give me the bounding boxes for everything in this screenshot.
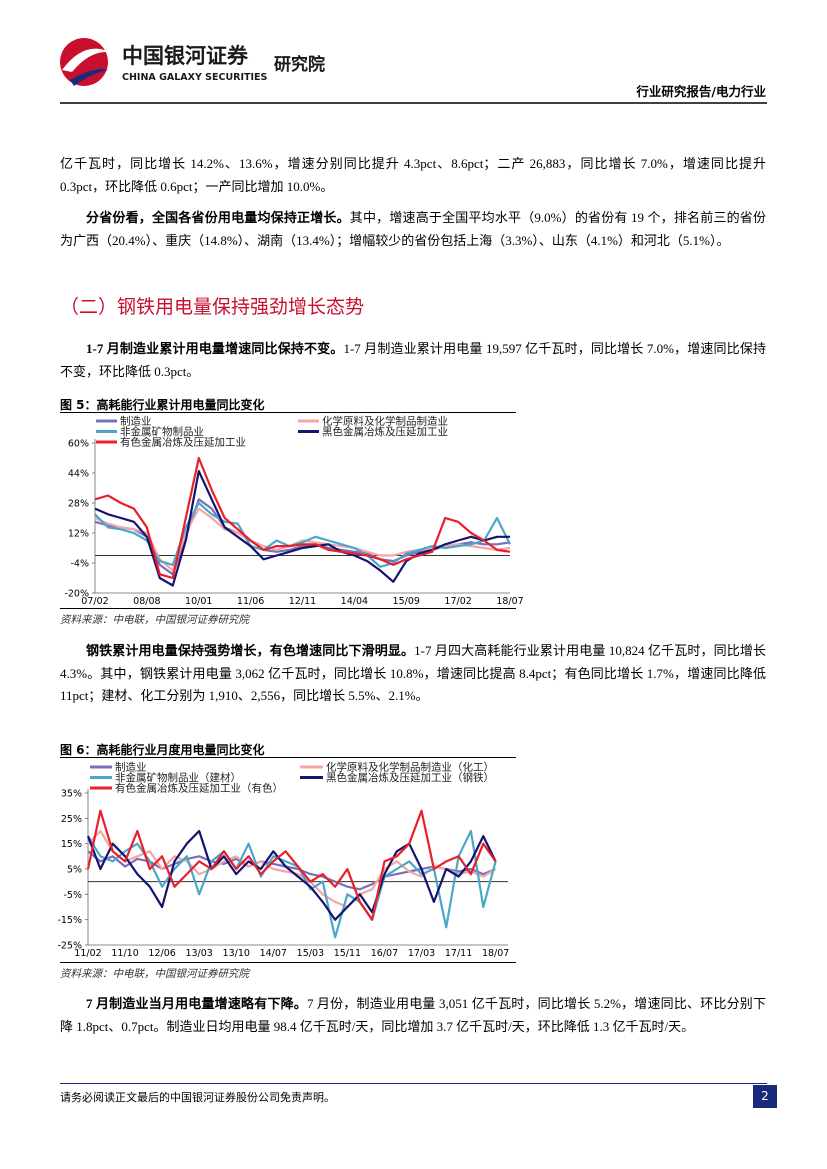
y-tick-label: 15%: [61, 839, 82, 850]
x-tick-label: 08/08: [133, 596, 160, 607]
x-tick-label: 17/02: [444, 596, 471, 607]
legend-label: 制造业: [120, 415, 152, 428]
paragraph: 1-7 月制造业累计用电量增速同比保持不变。1-7 月制造业累计用电量 19,5…: [60, 338, 766, 383]
header: 中国银河证券 CHINA GALAXY SECURITIES 研究院 行业研究报…: [60, 38, 767, 104]
x-tick-label: 17/11: [445, 948, 472, 959]
legend-label: 非金属矿物制品业（建材）: [115, 771, 241, 784]
y-tick-label: -5%: [64, 890, 83, 901]
page-number: 2: [753, 1085, 777, 1108]
figure-rule: [60, 412, 516, 413]
x-tick-label: 16/07: [371, 948, 398, 959]
legend-label: 制造业: [115, 761, 147, 774]
source: 资料来源：中电联，中国银河证券研究院: [60, 615, 249, 626]
section-heading: （二）钢铁用电量保持强劲增长态势: [60, 296, 365, 318]
text: 1-7 月制造业累计用电量 19,597 亿千瓦时，同比增长 7.0%，增速同比…: [60, 341, 766, 379]
y-tick-label: 28%: [68, 499, 89, 510]
legend-label: 化学原料及化学制品制造业: [322, 415, 448, 428]
series-line: [86, 809, 497, 921]
legend-label: 黑色金属冶炼及压延加工业（钢铁）: [326, 771, 494, 784]
series-line: [87, 850, 497, 891]
x-tick-label: 17/03: [408, 948, 435, 959]
lead: 钢铁累计用电量保持强势增长，有色增速同比下滑明显。: [86, 643, 415, 658]
x-tick-label: 18/07: [496, 596, 523, 607]
y-tick-label: 25%: [61, 814, 82, 825]
series-line: [94, 470, 510, 587]
text: 亿千瓦时，同比增长 14.2%、13.6%，增速分别同比提升 4.3pct、8.…: [60, 156, 766, 194]
brand-en: CHINA GALAXY SECURITIES: [122, 72, 268, 83]
x-tick-label: 13/10: [223, 948, 250, 959]
figure-rule: [60, 757, 516, 758]
paragraph: 分省份看，全国各省份用电量均保持正增长。其中，增速高于全国平均水平（9.0%）的…: [60, 207, 766, 252]
y-tick-label: -4%: [71, 559, 90, 570]
y-tick-label: -20%: [64, 589, 89, 600]
x-tick-label: 11/10: [111, 948, 138, 959]
series-line: [94, 501, 511, 568]
x-tick-label: 15/11: [334, 948, 361, 959]
x-tick-label: 14/07: [260, 948, 287, 959]
logo-swoosh: [70, 69, 108, 86]
legend-label: 非金属矿物制品业: [120, 425, 204, 438]
x-tick-label: 15/03: [297, 948, 324, 959]
legend-label: 化学原料及化学制品制造业（化工）: [326, 761, 494, 774]
logo-swoosh: [62, 48, 110, 72]
lead: 分省份看，全国各省份用电量均保持正增长。: [86, 210, 350, 225]
y-tick-label: -15%: [57, 915, 82, 926]
y-tick-label: 5%: [67, 865, 82, 876]
lead: 7 月制造业当月用电量增速略有下降。: [86, 996, 307, 1011]
footer-rule: [60, 1083, 767, 1084]
x-tick-label: 13/03: [185, 948, 212, 959]
x-tick-label: 18/07: [482, 948, 509, 959]
disclaimer: 请务必阅读正文最后的中国银河证券股份公司免责声明。: [60, 1092, 335, 1104]
y-tick-label: 60%: [68, 439, 89, 450]
y-tick-label: -25%: [57, 941, 82, 952]
x-tick-label: 12/11: [289, 596, 316, 607]
source: 资料来源：中电联，中国银河证券研究院: [60, 969, 249, 980]
x-tick-label: 15/09: [393, 596, 420, 607]
report-type: 行业研究报告/电力行业: [635, 84, 766, 99]
figure-rule: [60, 962, 516, 963]
y-tick-label: 35%: [61, 789, 82, 800]
figure-title: 图 5：高耗能行业累计用电量同比变化: [60, 398, 265, 412]
x-tick-label: 11/02: [74, 948, 101, 959]
paragraph: 亿千瓦时，同比增长 14.2%、13.6%，增速分别同比提升 4.3pct、8.…: [60, 153, 766, 198]
x-tick-label: 12/06: [148, 948, 175, 959]
x-tick-label: 10/01: [185, 596, 212, 607]
legend-label: 有色金属冶炼及压延加工业（有色）: [115, 782, 283, 795]
series-line: [86, 829, 497, 921]
text: 1-7 月四大高耗能行业累计用电量 10,824 亿千瓦时，同比增长 4.3%。…: [60, 643, 766, 704]
text: 其中，增速高于全国平均水平（9.0%）的省份有 19 个，排名前三的省份为广西（…: [60, 210, 766, 248]
institute: 研究院: [274, 54, 325, 75]
figure-rule: [60, 608, 516, 609]
legend-label: 黑色金属冶炼及压延加工业: [322, 425, 448, 438]
series-line: [94, 456, 511, 580]
text: 7 月份，制造业用电量 3,051 亿千瓦时，同比增长 5.2%，增速同比、环比…: [60, 996, 766, 1034]
y-tick-label: 44%: [68, 469, 89, 480]
x-tick-label: 14/04: [341, 596, 368, 607]
x-tick-label: 07/02: [81, 596, 108, 607]
figure-title: 图 6：高耗能行业月度用电量同比变化: [60, 743, 265, 757]
lead: 1-7 月制造业累计用电量增速同比保持不变。: [86, 341, 344, 356]
paragraph: 钢铁累计用电量保持强势增长，有色增速同比下滑明显。1-7 月四大高耗能行业累计用…: [60, 640, 766, 708]
x-tick-label: 11/06: [237, 596, 264, 607]
series-line: [87, 829, 497, 939]
brand-cn: 中国银河证券: [122, 44, 249, 68]
paragraph: 7 月制造业当月用电量增速略有下降。7 月份，制造业用电量 3,051 亿千瓦时…: [60, 993, 766, 1038]
y-tick-label: 12%: [68, 529, 89, 540]
legend-label: 有色金属冶炼及压延加工业: [120, 436, 246, 449]
